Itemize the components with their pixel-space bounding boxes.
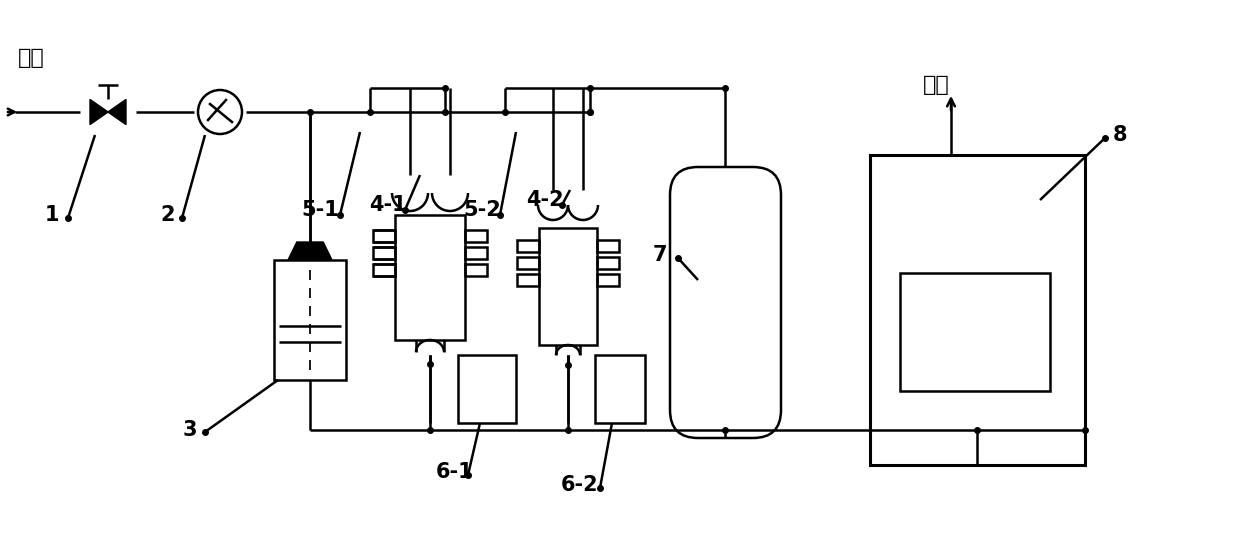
Text: 6-2: 6-2: [562, 475, 599, 495]
Bar: [517, 257, 539, 269]
Text: 5-1: 5-1: [301, 200, 339, 220]
Bar: [396, 215, 465, 340]
Bar: [373, 230, 396, 242]
Bar: [900, 273, 1050, 391]
Text: 4-1: 4-1: [370, 195, 407, 215]
Bar: [517, 240, 539, 252]
Text: 6-1: 6-1: [436, 462, 474, 482]
Bar: [465, 264, 487, 276]
Polygon shape: [108, 100, 126, 125]
Text: 7: 7: [652, 245, 667, 265]
Bar: [596, 240, 619, 252]
Text: 进气: 进气: [19, 48, 45, 68]
Bar: [539, 228, 596, 345]
Polygon shape: [288, 242, 332, 260]
Bar: [596, 257, 619, 269]
Bar: [517, 274, 539, 286]
Polygon shape: [91, 100, 108, 125]
Text: 5-2: 5-2: [463, 200, 501, 220]
Bar: [373, 264, 396, 276]
Bar: [274, 260, 346, 380]
Text: 1: 1: [45, 205, 60, 225]
Text: 2: 2: [161, 205, 175, 225]
Bar: [465, 230, 487, 242]
Bar: [596, 274, 619, 286]
Bar: [373, 247, 396, 259]
Text: 8: 8: [1112, 125, 1127, 145]
Text: 出气: 出气: [923, 75, 950, 95]
Bar: [465, 247, 487, 259]
Bar: [458, 355, 516, 423]
Bar: [595, 355, 645, 423]
Text: 3: 3: [182, 420, 197, 440]
Text: 4-2: 4-2: [526, 190, 564, 210]
Bar: [870, 155, 1085, 465]
